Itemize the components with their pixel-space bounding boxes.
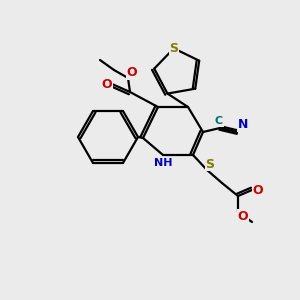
Text: S: S (206, 158, 214, 170)
Text: O: O (127, 67, 137, 80)
Text: O: O (102, 77, 112, 91)
Text: C: C (215, 116, 223, 126)
Text: O: O (238, 209, 248, 223)
Text: O: O (253, 184, 263, 196)
Text: S: S (169, 42, 178, 55)
Text: NH: NH (154, 158, 172, 168)
Text: N: N (238, 118, 248, 131)
